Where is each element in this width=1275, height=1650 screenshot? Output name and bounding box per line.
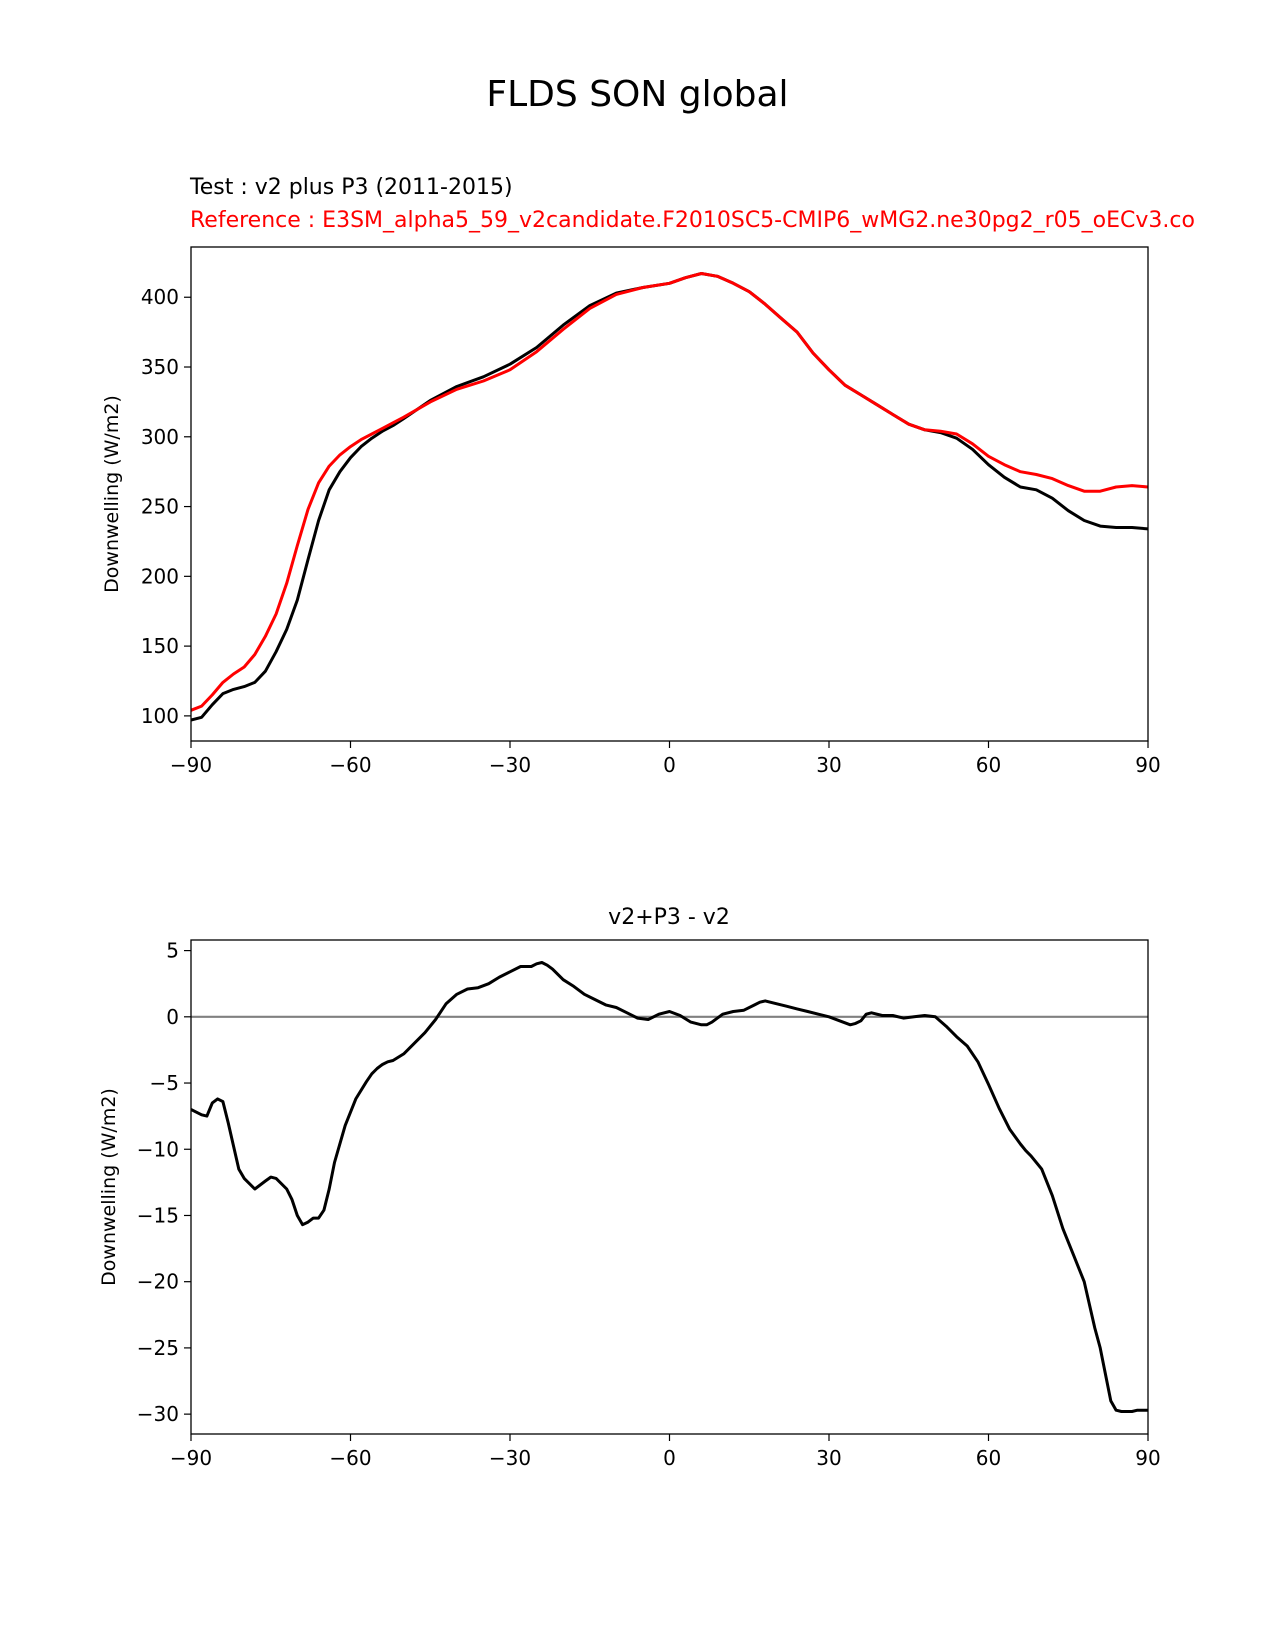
y-tick-label: 250 <box>141 495 179 519</box>
reference-label: Reference : E3SM_alpha5_59_v2candidate.F… <box>190 208 1195 233</box>
x-tick-label: 30 <box>816 753 841 777</box>
x-tick-label: 0 <box>663 753 676 777</box>
x-tick-label: −90 <box>170 753 212 777</box>
y-tick-label: −30 <box>137 1402 179 1426</box>
y-tick-label: 400 <box>141 285 179 309</box>
y-tick-label: 300 <box>141 425 179 449</box>
axes-frame <box>190 246 1149 742</box>
y-tick-label: −15 <box>137 1203 179 1227</box>
y-tick-label: 150 <box>141 634 179 658</box>
y-tick-label: 0 <box>166 1005 179 1029</box>
x-tick-label: 90 <box>1135 753 1160 777</box>
test-label: Test : v2 plus P3 (2011-2015) <box>190 175 513 200</box>
figure-title: FLDS SON global <box>486 74 789 115</box>
y-tick-label: −5 <box>150 1071 179 1095</box>
series-line-test <box>191 272 1148 722</box>
series-line-reference <box>191 272 1148 712</box>
y-tick-label: 100 <box>141 704 179 728</box>
x-tick-label: 60 <box>976 1446 1001 1470</box>
y-tick-label: −10 <box>137 1137 179 1161</box>
x-tick-label: −60 <box>329 753 371 777</box>
x-tick-label: 30 <box>816 1446 841 1470</box>
series-line-difference <box>191 961 1148 1413</box>
difference-panel-title: v2+P3 - v2 <box>608 905 730 930</box>
y-tick-label: 350 <box>141 355 179 379</box>
bottom-panel: −90 −60 −30 0 30 60 90 5 0 −5 −10 −15 −20 −25 −30 Downw… <box>98 939 1161 1470</box>
x-tick-label: −60 <box>329 1446 371 1470</box>
top-panel: −90 −60 −30 0 30 60 90 100 150 200 250 300 350 400 Dow… <box>101 246 1161 777</box>
axes-frame <box>190 939 1149 1435</box>
y-axis-label: Downwelling (W/m2) <box>98 1088 120 1286</box>
x-tick-label: 90 <box>1135 1446 1160 1470</box>
y-tick-label: −20 <box>137 1270 179 1294</box>
y-axis-label: Downwelling (W/m2) <box>101 395 123 593</box>
x-tick-label: −30 <box>489 1446 531 1470</box>
y-tick-label: 5 <box>166 939 179 963</box>
y-tick-label: −25 <box>137 1336 179 1360</box>
x-tick-label: −30 <box>489 753 531 777</box>
x-tick-label: 60 <box>976 753 1001 777</box>
x-tick-label: 0 <box>663 1446 676 1470</box>
y-tick-label: 200 <box>141 564 179 588</box>
x-tick-label: −90 <box>170 1446 212 1470</box>
